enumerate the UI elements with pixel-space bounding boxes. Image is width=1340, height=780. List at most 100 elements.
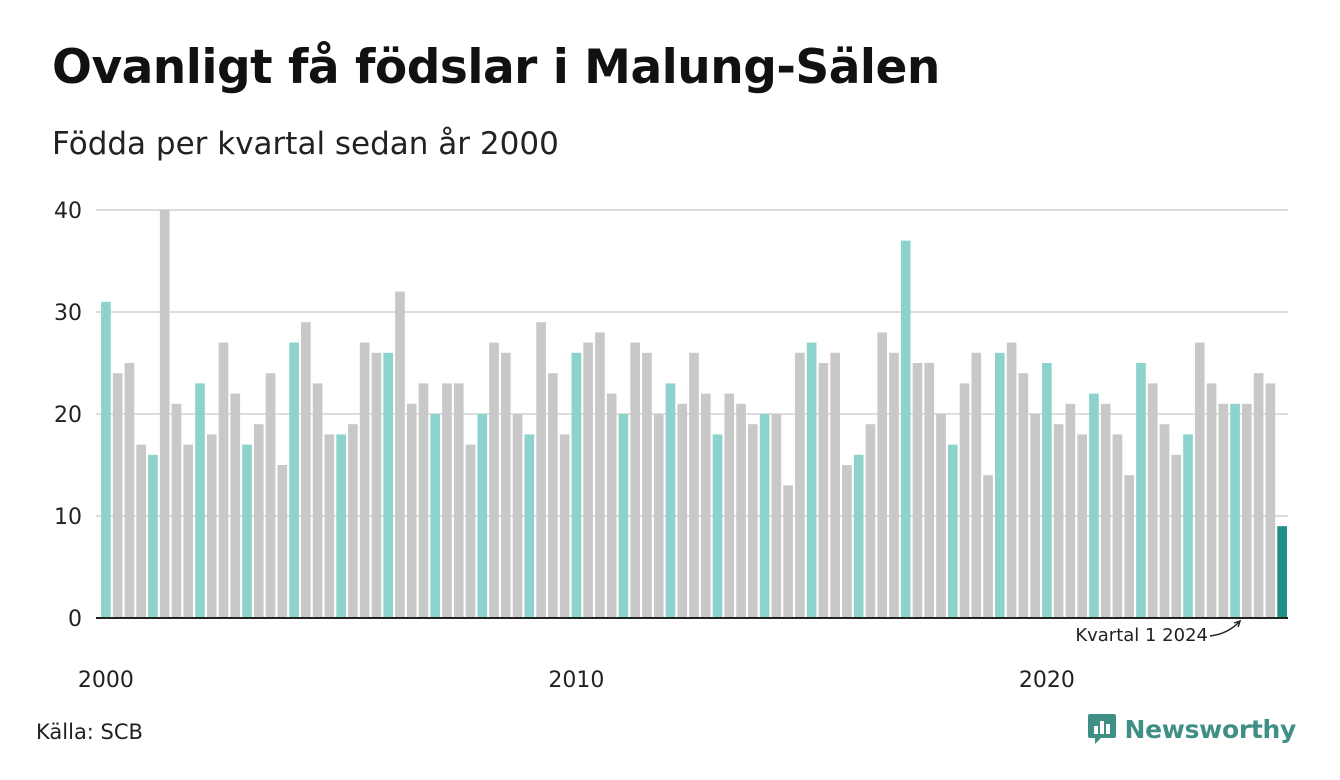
bar (747, 424, 758, 618)
bar (1159, 424, 1170, 618)
newsworthy-logo-icon (1087, 714, 1116, 744)
bar (1230, 403, 1240, 618)
bar (371, 352, 382, 618)
bar (936, 414, 946, 618)
bar (195, 383, 205, 618)
chart-title: Ovanligt få födslar i Malung-Sälen (52, 40, 940, 95)
bar (242, 444, 252, 618)
y-tick-label: 0 (68, 607, 82, 632)
bar (395, 291, 405, 618)
bar (971, 352, 982, 618)
bar (712, 434, 723, 618)
bar (348, 424, 358, 618)
bar (1077, 434, 1087, 618)
annotation-arrow (1209, 619, 1242, 637)
bar (912, 363, 923, 618)
bar (548, 373, 558, 618)
bar (853, 454, 864, 618)
bar (1030, 414, 1040, 618)
bar (136, 444, 146, 618)
bar-chart: 0 10 20 30 40 2000 2010 2020 Kvartal 1 2024 (54, 199, 1288, 693)
bar (571, 352, 582, 618)
bar (700, 393, 711, 618)
brand-name: Newsworthy (1124, 714, 1297, 744)
bar (806, 342, 817, 618)
y-tick-label: 40 (54, 199, 82, 224)
bar (1006, 342, 1017, 618)
bar (324, 434, 335, 618)
y-tick-label: 30 (54, 301, 82, 326)
bar (653, 414, 664, 618)
bar (1242, 403, 1252, 618)
bar (230, 393, 241, 618)
bar (1171, 454, 1182, 618)
bar (1100, 403, 1111, 618)
bar (1218, 403, 1229, 618)
bar (253, 424, 264, 618)
bar (865, 424, 876, 618)
annotation: Kvartal 1 2024 (1075, 619, 1242, 646)
bar (336, 434, 346, 618)
bar (559, 434, 570, 618)
bar (359, 342, 370, 618)
bar (1183, 434, 1193, 618)
bar (148, 454, 158, 618)
bar (983, 475, 993, 618)
bar (995, 352, 1005, 618)
bar (1124, 475, 1135, 618)
bar (536, 322, 546, 618)
bar (301, 322, 311, 618)
bar (289, 342, 299, 618)
bar (218, 342, 229, 618)
bar (159, 210, 170, 618)
bar (489, 342, 499, 618)
bar (1253, 373, 1264, 618)
bar (312, 383, 323, 618)
x-tick-label: 2010 (548, 668, 604, 693)
bar (500, 352, 511, 618)
bar (1042, 363, 1052, 618)
bar (724, 393, 735, 618)
bar (618, 414, 629, 618)
bar (430, 414, 441, 618)
bar (947, 444, 958, 618)
x-axis-ticks: 2000 2010 2020 (78, 668, 1075, 693)
bar (842, 465, 852, 618)
bar (630, 342, 641, 618)
x-tick-label: 2000 (78, 668, 134, 693)
bar (595, 332, 605, 618)
bar (1265, 383, 1276, 618)
bar (418, 383, 429, 618)
bar (524, 434, 535, 618)
source-note: Källa: SCB (36, 720, 143, 744)
bar (101, 301, 111, 618)
bar (665, 383, 676, 618)
bar (1089, 393, 1099, 618)
bar (277, 465, 288, 618)
bar (442, 383, 452, 618)
bar (689, 352, 699, 618)
bar (1206, 383, 1217, 618)
chart-subtitle: Födda per kvartal sedan år 2000 (52, 126, 559, 162)
bar (959, 383, 970, 618)
bar (171, 403, 182, 618)
bar (1112, 434, 1123, 618)
y-axis-ticks: 0 10 20 30 40 (54, 199, 82, 632)
bar (1065, 403, 1076, 618)
bar (406, 403, 417, 618)
bar (112, 373, 123, 618)
bar (1147, 383, 1158, 618)
bars (101, 210, 1287, 618)
bar (453, 383, 464, 618)
bar (642, 352, 652, 618)
brand: Newsworthy (1087, 712, 1297, 746)
x-tick-label: 2020 (1019, 668, 1075, 693)
bar (477, 414, 488, 618)
bar (759, 414, 770, 618)
bar (124, 363, 135, 618)
y-tick-label: 20 (54, 403, 82, 428)
bar (1018, 373, 1029, 618)
bar (924, 363, 935, 618)
bar (771, 414, 782, 618)
bar (465, 444, 476, 618)
